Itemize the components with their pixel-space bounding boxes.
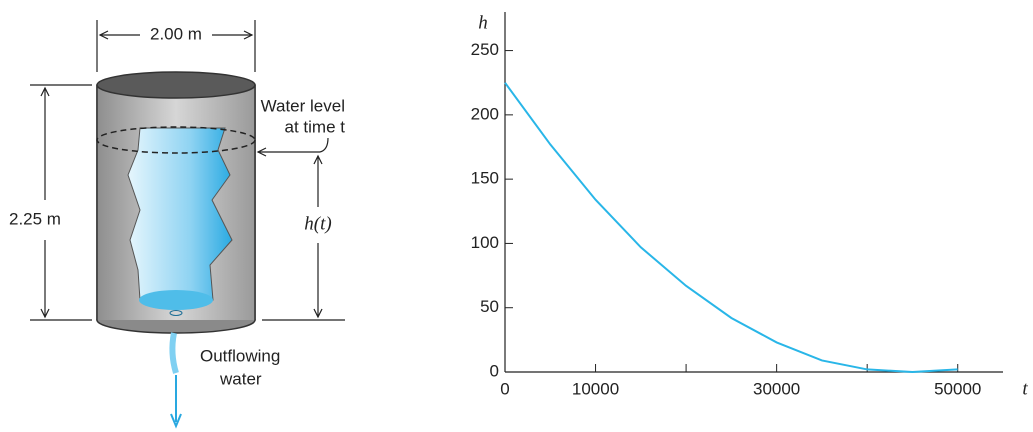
y-axis-label: h <box>478 12 488 33</box>
tank-diagram: 2.00 m 2.25 m Water level at time t h(t)… <box>9 20 346 429</box>
y-tick-label: 250 <box>471 40 499 59</box>
y-tick-label: 200 <box>471 104 499 123</box>
y-tick-label: 100 <box>471 233 499 252</box>
level-label: Water level <box>261 96 345 115</box>
y-tick-label: 0 <box>490 361 499 380</box>
level-label: at time t <box>285 117 346 136</box>
height-label: 2.25 m <box>9 209 61 228</box>
x-tick-label: 10000 <box>572 379 619 398</box>
x-tick-label: 50000 <box>934 379 981 398</box>
data-line <box>504 82 958 374</box>
chart: 0 50 100 150 200 250 0 10000 30000 50000 h t <box>471 12 1028 399</box>
outflow-label: Outflowing <box>200 346 280 365</box>
outflow-label: water <box>219 369 262 388</box>
y-tick-label: 150 <box>471 169 499 188</box>
x-tick-label: 0 <box>500 379 509 398</box>
x-tick-label: 30000 <box>753 379 800 398</box>
y-tick-label: 50 <box>480 297 499 316</box>
width-label: 2.00 m <box>150 24 202 43</box>
h-label: h(t) <box>304 213 331 234</box>
x-axis-label: t <box>1022 378 1028 399</box>
